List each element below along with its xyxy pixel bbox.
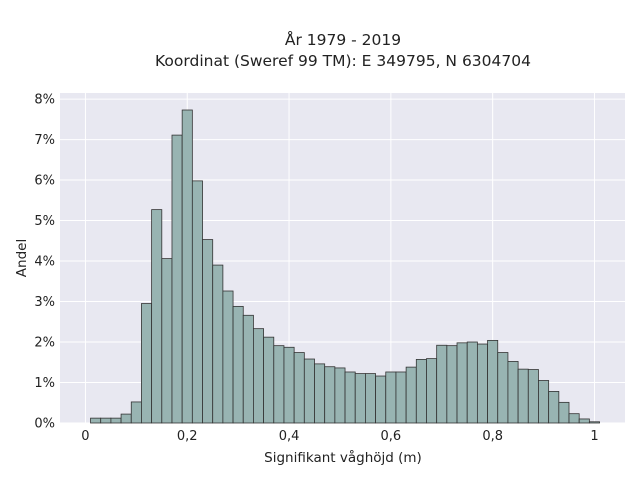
histogram-bar (314, 363, 326, 424)
y-tick-label: 3% (34, 295, 55, 310)
histogram-bar (334, 367, 346, 424)
histogram-bar (253, 328, 265, 424)
y-tick-label: 2% (34, 336, 55, 351)
histogram-bar (588, 421, 600, 424)
histogram-bar (212, 264, 224, 424)
histogram-bar (497, 352, 509, 424)
x-tick-label: 0,6 (381, 429, 402, 444)
histogram-bar (191, 180, 203, 424)
histogram-bar (568, 413, 580, 424)
histogram-bar (375, 375, 387, 424)
histogram-bar (324, 366, 336, 424)
histogram-bar (538, 380, 550, 424)
histogram-bar (354, 373, 366, 424)
x-tick-label: 1 (590, 429, 598, 444)
histogram-bar (517, 368, 529, 424)
histogram-bar (548, 391, 560, 424)
histogram-bar (130, 401, 142, 424)
y-tick-label: 7% (34, 133, 55, 148)
histogram-bar (436, 344, 448, 424)
y-tick-label: 0% (34, 417, 55, 432)
histogram-bar (273, 345, 285, 424)
histogram-bar (283, 346, 295, 424)
histogram-bar (303, 358, 315, 424)
histogram-bar (476, 343, 488, 424)
histogram-bar (232, 305, 244, 424)
chart-title-line-1: År 1979 - 2019 (285, 30, 401, 49)
x-tick-label: 0,2 (177, 429, 198, 444)
histogram-bar (507, 361, 519, 424)
y-axis-ticks: 0% 1% 2% 3% 4% 5% 6% 7% 8% (34, 93, 55, 432)
histogram-bar (120, 413, 132, 424)
histogram-bar (385, 371, 397, 424)
histogram-bar (365, 373, 376, 424)
histogram-bar (527, 369, 539, 424)
x-axis-label: Signifikant våghöjd (m) (264, 449, 422, 466)
histogram-bar (242, 314, 254, 424)
chart-title-line-2: Koordinat (Sweref 99 TM): E 349795, N 63… (155, 52, 531, 70)
histogram-bar (202, 239, 214, 424)
histogram-bar (558, 401, 570, 424)
histogram-bar (90, 417, 102, 424)
y-tick-label: 4% (34, 255, 55, 270)
histogram-bar (578, 418, 590, 424)
histogram-bar (181, 109, 193, 424)
y-tick-label: 8% (34, 93, 55, 108)
y-axis-label: Andel (14, 239, 30, 277)
histogram-bar (395, 371, 407, 424)
histogram-bar (263, 336, 275, 424)
histogram-bars (90, 109, 600, 424)
histogram-bar (161, 258, 173, 424)
histogram-bar (110, 417, 122, 424)
x-tick-label: 0,4 (279, 429, 300, 444)
histogram-bar (344, 371, 356, 424)
histogram-bar (446, 345, 458, 424)
histogram-bar (466, 341, 478, 424)
histogram-bar (487, 339, 499, 424)
x-tick-label: 0,8 (482, 429, 503, 444)
x-tick-label: 0 (81, 429, 89, 444)
y-tick-label: 1% (34, 376, 55, 391)
y-tick-label: 6% (34, 174, 55, 189)
x-axis-ticks: 0 0,2 0,4 0,6 0,8 1 (81, 429, 598, 444)
histogram-bar (171, 134, 183, 424)
histogram-bar (426, 358, 438, 424)
histogram-bar (222, 290, 234, 424)
y-tick-label: 5% (34, 214, 55, 229)
histogram-bar (100, 417, 112, 424)
histogram-bar (456, 342, 468, 424)
histogram-bar (151, 209, 163, 424)
histogram-bar (405, 366, 417, 424)
histogram-bar (415, 359, 427, 424)
histogram-bar (293, 352, 305, 424)
histogram-bar (141, 303, 153, 424)
